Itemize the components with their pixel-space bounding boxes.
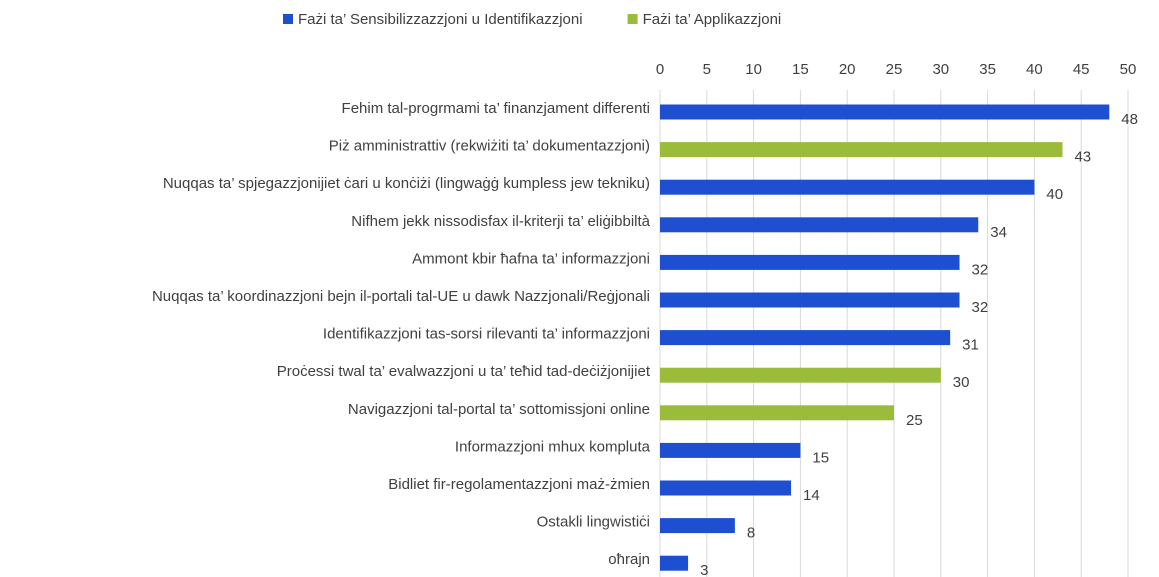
y-tick-label: Identifikazzjoni tas-sorsi rilevanti ta’… bbox=[323, 326, 650, 343]
y-tick-label: Ammont kbir ħafna ta’ informazzjoni bbox=[412, 250, 650, 267]
legend-swatch bbox=[283, 14, 293, 24]
x-tick-label: 15 bbox=[792, 61, 809, 78]
data-label: 48 bbox=[1121, 111, 1138, 128]
bar bbox=[660, 292, 960, 308]
x-tick-label: 20 bbox=[839, 61, 856, 78]
bar bbox=[660, 179, 1035, 195]
x-tick-label: 50 bbox=[1120, 61, 1137, 78]
bar bbox=[660, 367, 941, 383]
bar bbox=[660, 142, 1063, 158]
data-label: 40 bbox=[1046, 186, 1063, 203]
data-label: 8 bbox=[747, 525, 755, 542]
bar bbox=[660, 518, 735, 534]
x-tick-label: 30 bbox=[932, 61, 949, 78]
data-label: 32 bbox=[972, 261, 989, 278]
bar bbox=[660, 555, 689, 571]
x-tick-label: 10 bbox=[745, 61, 762, 78]
legend-label: Fażi ta’ Sensibilizzazzjoni u Identifika… bbox=[298, 11, 583, 28]
bar bbox=[660, 104, 1110, 120]
data-label: 15 bbox=[812, 449, 829, 466]
data-label: 31 bbox=[962, 337, 979, 354]
y-tick-label: Piż amministrattiv (rekwiżiti ta’ dokume… bbox=[329, 138, 650, 155]
y-tick-label: Nuqqas ta’ koordinazzjoni bejn il-portal… bbox=[152, 288, 650, 305]
y-tick-label: Informazzjoni mhux kompluta bbox=[455, 438, 651, 455]
x-tick-label: 25 bbox=[886, 61, 903, 78]
data-label: 30 bbox=[953, 374, 970, 391]
x-tick-label: 40 bbox=[1026, 61, 1043, 78]
bar bbox=[660, 330, 951, 346]
y-tick-label: Nuqqas ta’ spjegazzjonijiet ċari u konċi… bbox=[163, 175, 650, 192]
x-tick-label: 45 bbox=[1073, 61, 1090, 78]
bar bbox=[660, 254, 960, 270]
x-tick-label: 35 bbox=[979, 61, 996, 78]
data-label: 34 bbox=[990, 224, 1007, 241]
data-label: 25 bbox=[906, 412, 923, 429]
y-tick-label: Fehim tal-progrmami ta’ finanzjament dif… bbox=[342, 100, 650, 117]
y-tick-label: oħrajn bbox=[608, 551, 650, 568]
bar bbox=[660, 442, 801, 458]
y-tick-label: Proċessi twal ta’ evalwazzjoni u ta’ teħ… bbox=[277, 363, 651, 380]
data-label: 3 bbox=[700, 562, 708, 577]
y-tick-label: Ostakli lingwistiċi bbox=[537, 514, 650, 531]
data-label: 32 bbox=[972, 299, 989, 316]
legend-swatch bbox=[627, 14, 638, 24]
x-tick-label: 5 bbox=[703, 61, 711, 78]
bar bbox=[660, 405, 894, 421]
bar bbox=[660, 217, 979, 233]
x-tick-label: 0 bbox=[656, 61, 664, 78]
data-label: 43 bbox=[1074, 149, 1091, 166]
y-tick-label: Bidliet fir-regolamentazzjoni maż-żmien bbox=[388, 476, 650, 493]
bar bbox=[660, 480, 792, 496]
y-tick-label: Navigazzjoni tal-portal ta’ sottomissjon… bbox=[348, 401, 650, 418]
data-label: 14 bbox=[803, 487, 820, 504]
y-tick-label: Nifhem jekk nissodisfax il-kriterji ta’ … bbox=[351, 213, 650, 230]
legend-label: Fażi ta’ Applikazzjoni bbox=[643, 11, 782, 28]
